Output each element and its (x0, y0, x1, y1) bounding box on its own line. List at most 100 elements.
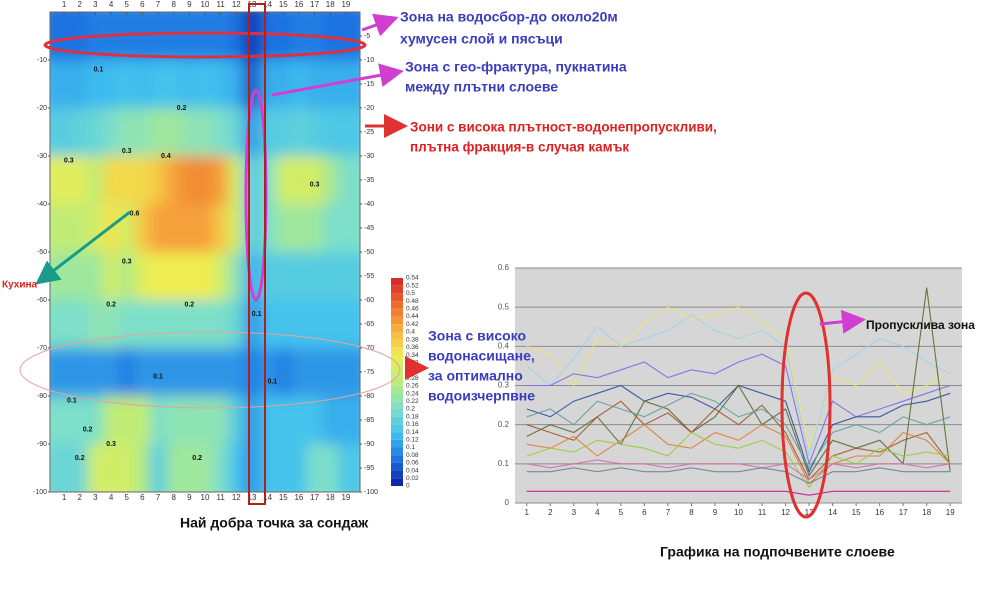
heat-cell (181, 252, 198, 301)
colorbar-label: 0.18 (406, 413, 419, 420)
heat-cell (275, 300, 292, 349)
series-line (526, 459, 951, 481)
colorbar-label: 0.06 (406, 460, 419, 467)
colorbar-label: 0.5 (406, 290, 415, 297)
x-tick-label: 5 (619, 508, 624, 517)
heat-cell (197, 252, 214, 301)
colorbar-label: 0.32 (406, 359, 419, 366)
y-tick-label: -30 (37, 153, 47, 160)
heat-cell (50, 156, 73, 205)
colorbar-label: 0.24 (406, 390, 419, 397)
heat-cell (71, 348, 89, 397)
heat-cell (291, 108, 308, 157)
y2-tick-label: -75 (364, 369, 374, 376)
heat-cell (181, 12, 198, 61)
colorbar-label: 0.44 (406, 313, 419, 320)
heatmap (50, 12, 360, 492)
contour-label: 0.3 (122, 148, 132, 155)
x-tick-label: 9 (187, 0, 192, 9)
contour-label: 0.1 (153, 374, 163, 381)
heat-cell (103, 300, 120, 349)
best-column (248, 3, 266, 505)
heat-cell (50, 204, 73, 253)
heat-cell (87, 12, 104, 61)
heat-cell (118, 108, 136, 157)
series-line (526, 431, 951, 489)
heat-cell (87, 300, 104, 349)
heat-cell (134, 300, 151, 349)
heat-cell (165, 60, 183, 109)
caption: Най добра точка за сондаж (180, 515, 369, 531)
heat-cell (338, 396, 360, 445)
heat-cell (212, 12, 229, 61)
heat-cell (228, 12, 245, 61)
heat-cell (181, 108, 198, 157)
y-tick-label: -40 (37, 201, 47, 208)
heat-cell (306, 348, 323, 397)
heat-cell (212, 156, 229, 205)
heat-cell (306, 204, 323, 253)
series-line (526, 306, 951, 451)
heat-cell (71, 156, 89, 205)
y2-tick-label: -55 (364, 273, 374, 280)
colorbar-label: 0.4 (406, 329, 415, 336)
heat-cell (306, 396, 323, 445)
heat-cell (50, 108, 73, 157)
heat-cell (322, 300, 339, 349)
contour-label: 0.2 (192, 455, 202, 462)
annotation: Кухина (2, 280, 38, 291)
y-tick-label: -100 (33, 489, 47, 496)
heat-cell (87, 156, 104, 205)
contour-label: 0.2 (75, 455, 85, 462)
colorbar-label: 0.38 (406, 336, 419, 343)
x-tick-label: 12 (232, 0, 241, 9)
y-tick-label: -20 (37, 105, 47, 112)
heat-cell (197, 12, 214, 61)
x-tick-label: 16 (294, 0, 303, 9)
heat-cell (87, 348, 104, 397)
heat-cell (275, 348, 292, 397)
heat-cell (103, 444, 120, 492)
heat-cell (103, 204, 120, 253)
heat-cell (87, 396, 104, 445)
x-tick-label: 7 (156, 493, 161, 502)
colorbar-segment (391, 347, 403, 356)
heat-cell (259, 444, 276, 492)
heat-cell (291, 156, 308, 205)
y2-tick-label: -5 (364, 33, 370, 40)
x-tick-label: 8 (171, 493, 176, 502)
heat-cell (212, 252, 229, 301)
colorbar-label: 0.1 (406, 444, 415, 451)
x-tick-label: 8 (689, 508, 694, 517)
colorbar-segment (391, 401, 403, 409)
heat-cell (259, 156, 276, 205)
x-tick-label: 10 (734, 508, 743, 517)
x-tick-label: 12 (781, 508, 790, 517)
heat-cell (181, 204, 198, 253)
colorbar-label: 0.54 (406, 275, 419, 282)
heat-cell (50, 60, 73, 109)
colorbar-segment (391, 285, 403, 294)
y-tick-label: 0.4 (498, 341, 510, 350)
heat-cell (212, 60, 229, 109)
heat-cell (306, 252, 323, 301)
heat-cell (150, 156, 167, 205)
heat-cell (181, 444, 198, 492)
heat-cell (197, 396, 214, 445)
caption: Графика на подпочвените слоеве (660, 544, 895, 560)
x-tick-label: 7 (666, 508, 671, 517)
heat-cell (103, 60, 120, 109)
colorbar-segment (391, 439, 403, 448)
colorbar-label: 0.26 (406, 383, 419, 390)
series-line (526, 400, 951, 481)
x-tick-label: 15 (279, 493, 288, 502)
line-chart: 00.10.20.30.40.50.61 2 3 4 5 6 7 8 9 10 11 12 13 14 15… (498, 263, 962, 517)
y-tick-label: -90 (37, 441, 47, 448)
heat-cell (338, 348, 360, 397)
heat-cell (212, 348, 229, 397)
colorbar-label: 0.28 (406, 375, 419, 382)
colorbar-label: 0.12 (406, 436, 419, 443)
map-layer: 1122334455667788991010111112121313141415… (33, 0, 419, 502)
heat-cell (338, 204, 360, 253)
heat-cell (118, 300, 136, 349)
